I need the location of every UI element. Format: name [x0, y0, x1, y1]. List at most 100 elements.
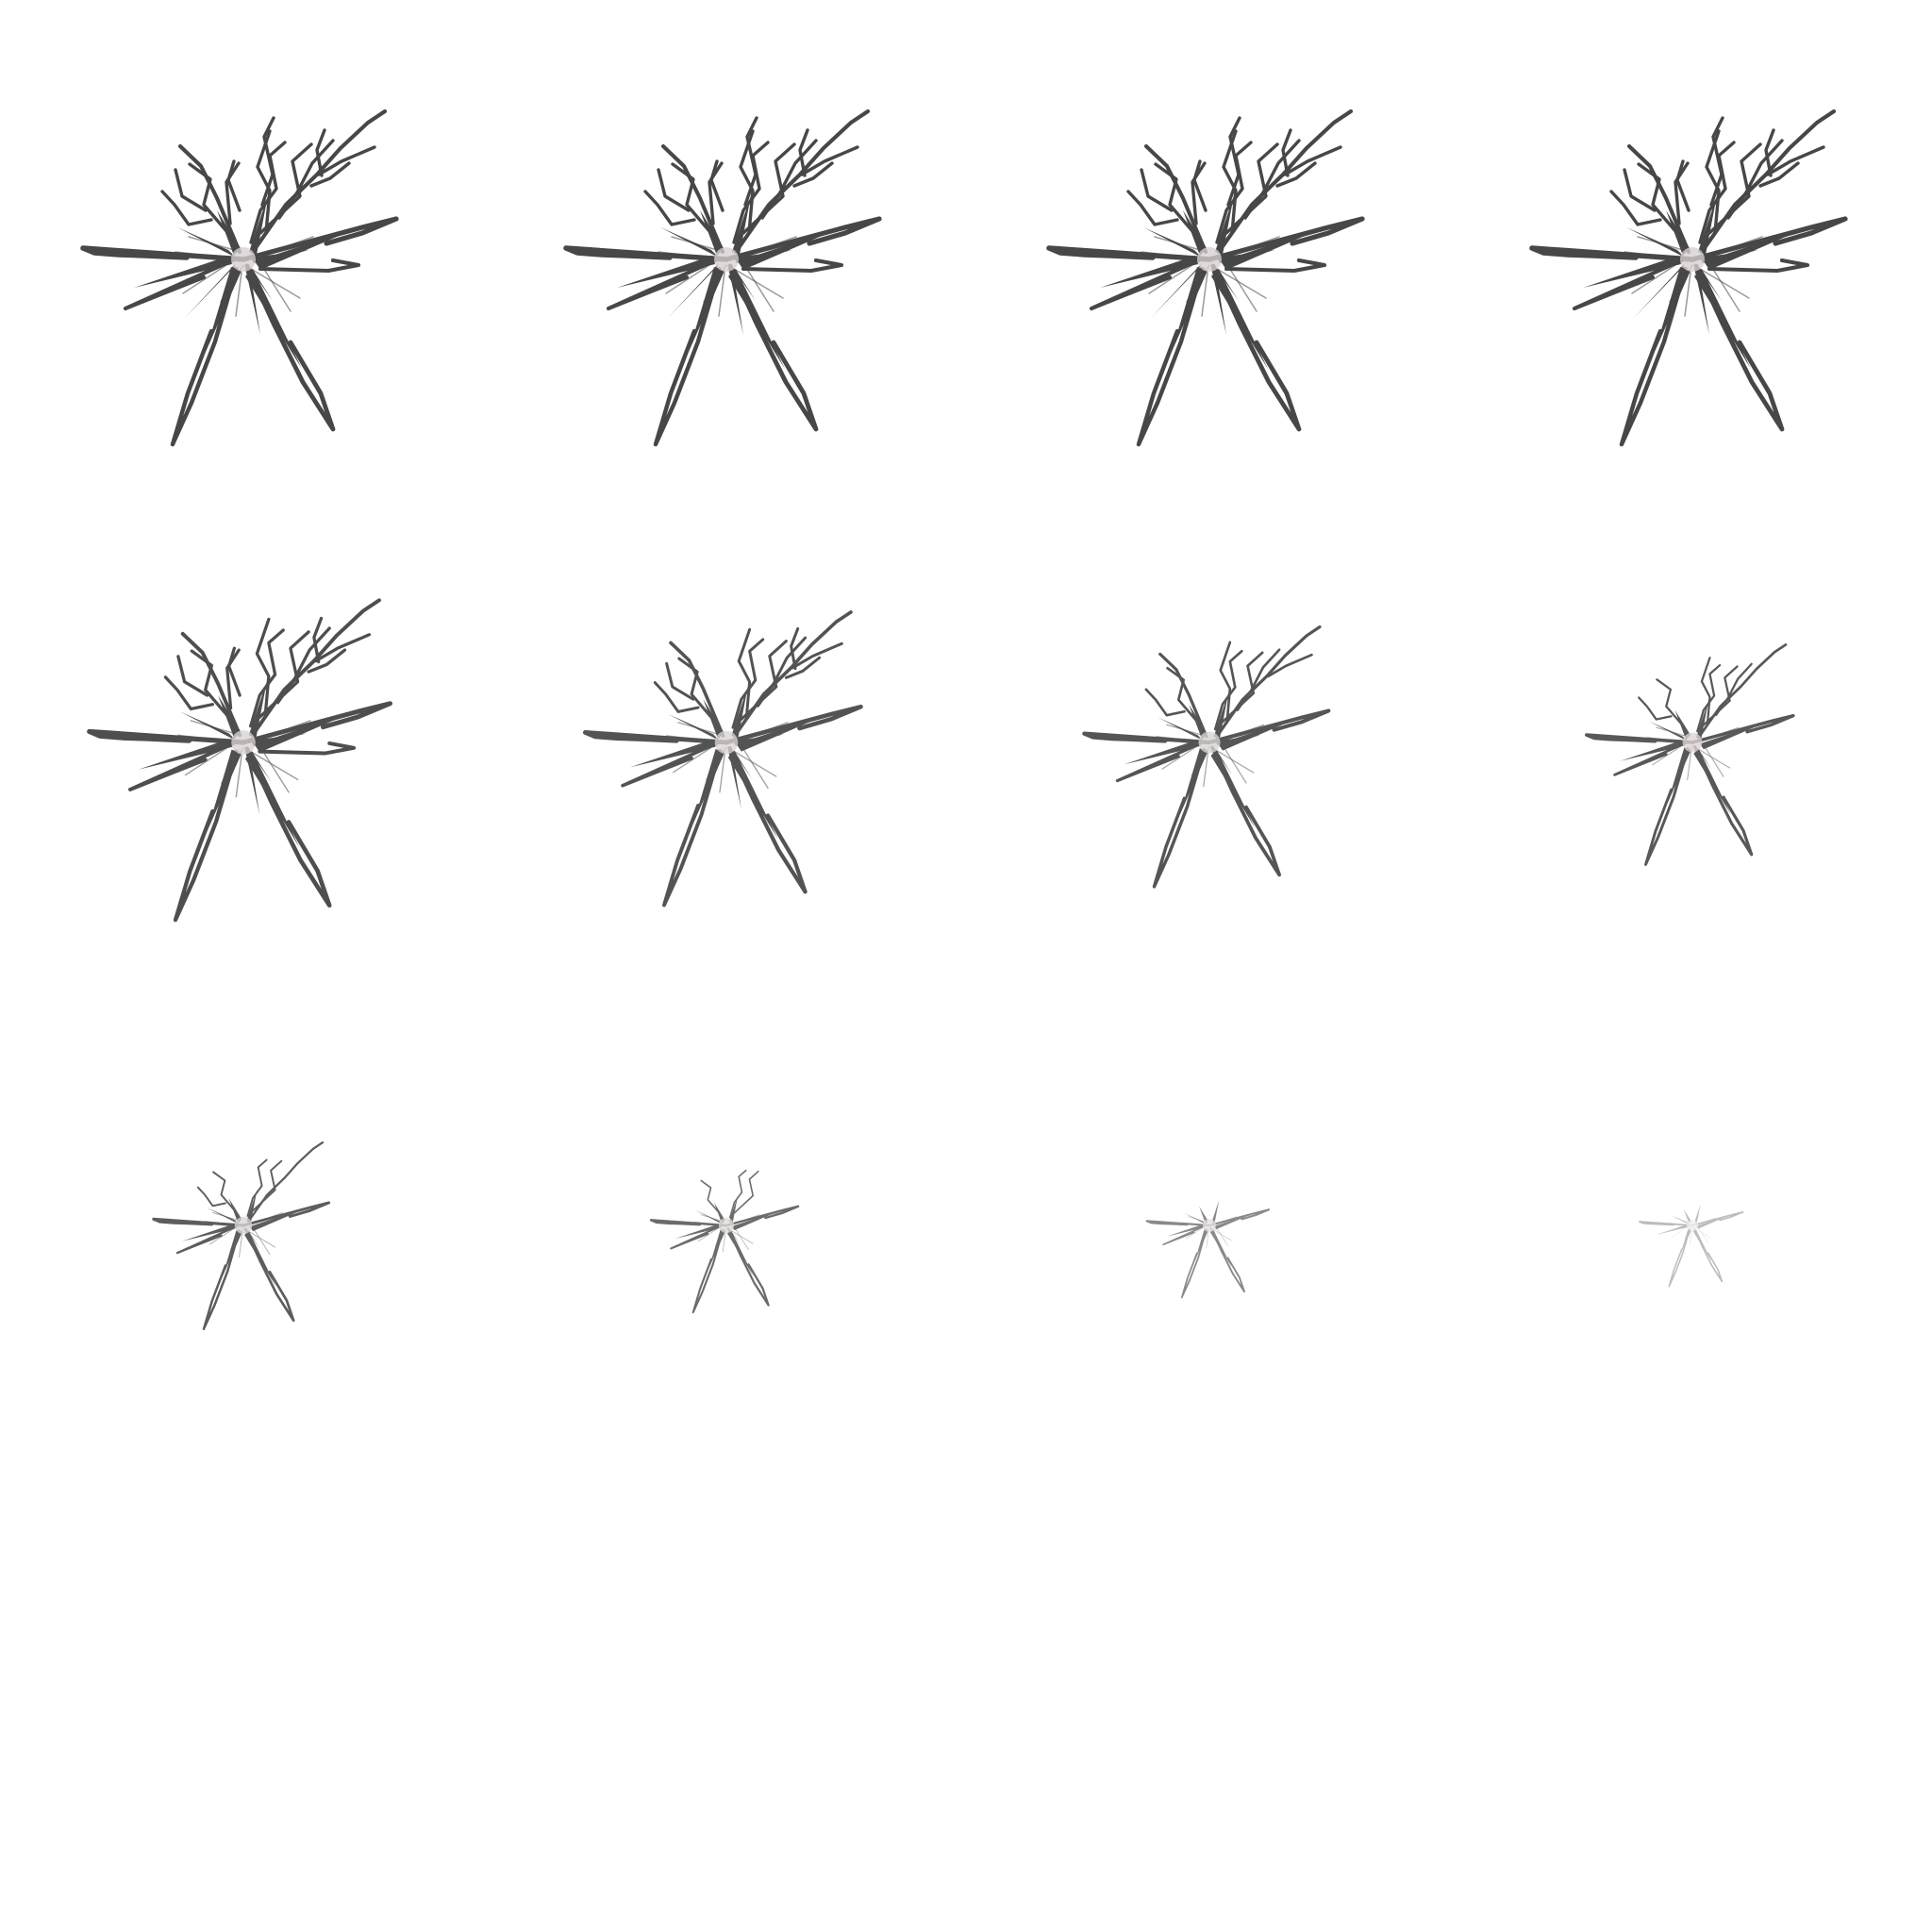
crack-hairline-1-6: [254, 236, 314, 258]
crack-arm-5-2: [241, 701, 392, 745]
crack-hairline-11-1: [1188, 1216, 1207, 1223]
crack-frame-3: [1046, 108, 1365, 447]
crack-branch-3-13: [1226, 116, 1241, 207]
crack-shard-3-6: [1100, 256, 1198, 288]
crack-hairline-7-7: [1156, 736, 1195, 742]
crack-arm-11-1: [1145, 1220, 1211, 1227]
crack-arm-1-5: [123, 256, 240, 311]
crack-hairline-3-5: [1148, 264, 1193, 294]
crack-branch-7-3: [1166, 666, 1198, 722]
crack-branch-3-11: [1191, 161, 1207, 225]
crack-frame-2: [563, 108, 882, 447]
crack-hairline-1-5: [182, 264, 227, 294]
impact-glint-11: [1203, 1219, 1216, 1232]
crack-shard-4-9: [1668, 265, 1689, 337]
crack-hairline-2-8: [703, 264, 727, 303]
crack-shard-3-10: [1217, 250, 1275, 263]
crack-shard-8-9: [1675, 745, 1690, 794]
crack-shard-1-12: [185, 263, 236, 318]
crack-hairline-8-7: [1646, 737, 1681, 742]
crack-frame-1: [80, 108, 399, 447]
crack-arm-6-2: [724, 704, 863, 745]
crack-branch-4-10: [1623, 168, 1657, 212]
crack-branch-3-9: [1275, 161, 1317, 188]
crack-shard-5-10: [250, 733, 308, 746]
crack-shard-11-3: [1213, 1212, 1255, 1230]
crack-branch-5-3: [190, 649, 229, 717]
crack-arm-3-3: [1210, 263, 1302, 432]
crack-hairline-5-6: [253, 720, 311, 741]
crack-shard-2-2: [732, 195, 751, 255]
crack-hairline-1-2: [250, 268, 301, 299]
crack-arm-9-3: [243, 1227, 295, 1323]
crack-shard-3-12: [1151, 263, 1202, 318]
crack-shard-2-3: [738, 227, 841, 270]
crack-branch-8-1: [1696, 664, 1722, 733]
crack-hairline-3-7: [1141, 251, 1191, 258]
crack-branch-5-6: [275, 626, 331, 705]
crack-hairline-10-5: [697, 1227, 719, 1242]
crack-branch-3-6: [1243, 139, 1301, 220]
crack-arm-2-4: [653, 266, 722, 447]
crack-branch-6-5: [737, 627, 752, 721]
crack-hairline-9-7: [205, 1221, 234, 1225]
crack-arm-8-1: [1584, 733, 1694, 744]
crack-hairline-3-3: [1201, 272, 1208, 317]
crack-arm-7-3: [1210, 745, 1281, 877]
crack-shard-10-2: [728, 1195, 739, 1224]
crack-shard-6-2: [731, 686, 748, 739]
crack-branch-2-12: [709, 159, 724, 212]
crack-branch-10-3: [700, 1179, 720, 1213]
impact-glint-9: [234, 1216, 253, 1235]
crack-hairline-10-6: [731, 1214, 760, 1225]
crack-branch-4-5: [1705, 129, 1721, 235]
crack-hairline-4-2: [1699, 268, 1750, 299]
crack-shard-4-2: [1698, 195, 1717, 255]
crack-hairline-9-1: [212, 1212, 239, 1221]
crack-frame-12: [1638, 1204, 1744, 1288]
crack-frame-9: [152, 1141, 331, 1331]
crack-branch-1-8: [315, 128, 326, 177]
crack-shard-7-2: [1213, 691, 1229, 740]
crack-shard-12-6: [1656, 1224, 1690, 1235]
crack-hairline-8-4: [1703, 744, 1724, 777]
crack-frame-10: [649, 1169, 800, 1314]
crack-hairline-9-5: [208, 1227, 235, 1245]
crack-arm-4-8: [1707, 258, 1810, 274]
crack-hairline-12-5: [1672, 1226, 1688, 1238]
crack-shard-6-11: [727, 749, 741, 809]
crack-frame-4: [1529, 108, 1848, 447]
crack-hairline-10-2: [729, 1229, 754, 1244]
crack-hairline-1-7: [175, 251, 225, 258]
crack-branch-2-3: [671, 162, 711, 233]
crack-shard-4-6: [1583, 256, 1681, 288]
crack-hairline-12-3: [1690, 1229, 1692, 1245]
crack-hairline-5-7: [177, 734, 226, 741]
crack-branch-3-12: [1192, 159, 1208, 212]
impact-glint-3: [1197, 247, 1222, 272]
crack-arm-9-1: [152, 1217, 245, 1227]
crack-branch-1-3: [188, 162, 228, 233]
crack-branch-6-10: [665, 661, 695, 701]
crack-hairline-8-2: [1696, 748, 1731, 769]
crack-branch-7-6: [1236, 648, 1281, 712]
crack-branch-3-5: [1222, 129, 1238, 235]
crack-hairline-5-2: [249, 750, 299, 781]
crack-arm-7-2: [1207, 708, 1331, 745]
crack-branch-1-13: [260, 116, 275, 207]
crack-shard-12-5: [1679, 1227, 1692, 1257]
impact-glint-12: [1686, 1219, 1699, 1232]
crack-shard-5-2: [248, 680, 267, 739]
crack-arm-3-4: [1136, 266, 1205, 447]
crack-hairline-9-6: [249, 1212, 283, 1225]
crack-branch-1-7: [317, 145, 376, 176]
crack-shard-4-10: [1700, 250, 1758, 263]
crack-shard-6-8: [728, 745, 753, 779]
crack-branch-4-3: [1637, 162, 1677, 233]
crack-shard-1-6: [134, 256, 232, 288]
crack-hairline-4-5: [1631, 264, 1676, 294]
crack-branch-4-8: [1764, 128, 1775, 177]
crack-hairline-6-7: [665, 735, 711, 741]
crack-arm-7-1: [1082, 731, 1212, 745]
crack-hairline-2-4: [742, 262, 774, 312]
